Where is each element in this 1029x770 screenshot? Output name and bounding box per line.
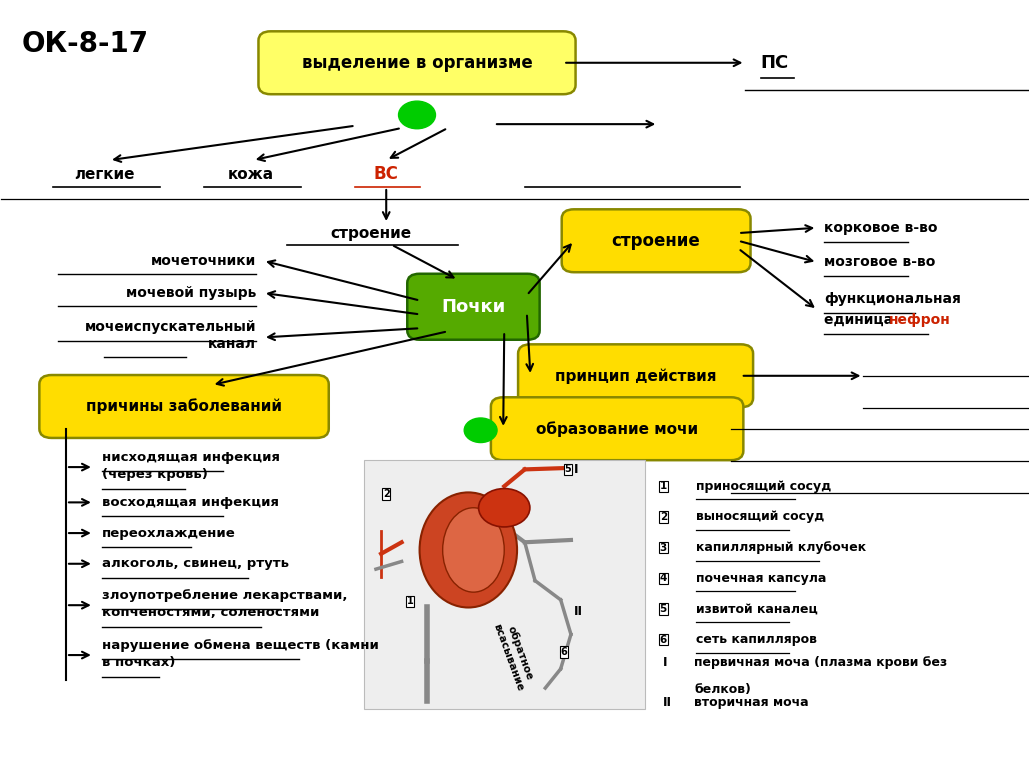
Text: 5: 5 (660, 604, 667, 614)
Text: первичная моча (плазма крови без: первичная моча (плазма крови без (695, 656, 948, 669)
Text: восходящая инфекция: восходящая инфекция (102, 496, 279, 509)
Text: выносящий сосуд: выносящий сосуд (697, 511, 824, 524)
Text: канал: канал (208, 337, 256, 351)
Text: капиллярный клубочек: капиллярный клубочек (697, 541, 866, 554)
Text: принцип действия: принцип действия (555, 368, 716, 383)
Text: приносящий сосуд: приносящий сосуд (697, 480, 831, 493)
Text: нарушение обмена веществ (камни: нарушение обмена веществ (камни (102, 638, 379, 651)
Text: 4: 4 (475, 522, 482, 532)
Text: функциональная: функциональная (824, 292, 961, 306)
Text: 4: 4 (660, 574, 667, 584)
Text: ПС: ПС (760, 54, 789, 72)
Text: почечная капсула: почечная капсула (697, 572, 826, 585)
Circle shape (464, 418, 497, 443)
FancyBboxPatch shape (562, 209, 750, 273)
Text: единица -: единица - (824, 313, 909, 326)
Text: извитой каналец: извитой каналец (697, 603, 818, 615)
Text: 3: 3 (491, 499, 497, 509)
Text: ОК-8-17: ОК-8-17 (22, 29, 149, 58)
FancyBboxPatch shape (407, 274, 539, 340)
Text: 6: 6 (660, 634, 667, 644)
Text: мочевой пузырь: мочевой пузырь (126, 286, 256, 300)
Text: II: II (574, 604, 583, 618)
Text: 2: 2 (660, 512, 667, 522)
Text: нисходящая инфекция: нисходящая инфекция (102, 450, 280, 464)
Text: копченостями, соленостями: копченостями, соленостями (102, 606, 319, 619)
Text: алкоголь, свинец, ртуть: алкоголь, свинец, ртуть (102, 557, 289, 571)
Ellipse shape (442, 507, 504, 592)
Text: выделение в организме: выделение в организме (301, 54, 532, 72)
Text: легкие: легкие (74, 166, 134, 182)
Text: 1: 1 (406, 596, 414, 606)
Text: нефрон: нефрон (889, 313, 951, 326)
Text: мочеиспускательный: мочеиспускательный (84, 320, 256, 334)
Circle shape (398, 101, 435, 129)
Text: I: I (664, 656, 668, 669)
Text: вторичная моча: вторичная моча (695, 696, 809, 708)
FancyBboxPatch shape (39, 375, 328, 438)
Text: сеть капилляров: сеть капилляров (697, 633, 817, 646)
FancyBboxPatch shape (491, 397, 743, 460)
Text: ВС: ВС (374, 165, 398, 183)
Text: строение: строение (612, 232, 701, 249)
Text: обратное
всасывание: обратное всасывание (492, 618, 537, 692)
Circle shape (478, 489, 530, 527)
Text: 5: 5 (565, 464, 571, 474)
Text: переохлаждение: переохлаждение (102, 527, 236, 540)
Text: кожа: кожа (227, 166, 274, 182)
Text: мозговое в-во: мозговое в-во (824, 255, 935, 270)
Text: I: I (574, 463, 578, 476)
Text: 1: 1 (660, 481, 667, 491)
Text: образование мочи: образование мочи (536, 421, 699, 437)
Text: 2: 2 (383, 489, 390, 499)
Text: (через кровь): (через кровь) (102, 468, 208, 481)
Text: причины заболеваний: причины заболеваний (86, 399, 282, 414)
Text: строение: строение (330, 226, 412, 240)
FancyBboxPatch shape (518, 344, 753, 407)
FancyBboxPatch shape (258, 32, 575, 94)
Text: II: II (664, 696, 672, 708)
FancyBboxPatch shape (363, 460, 645, 708)
Text: злоупотребление лекарствами,: злоупотребление лекарствами, (102, 589, 348, 601)
Text: мочеточники: мочеточники (150, 253, 256, 268)
Text: белков): белков) (695, 684, 751, 696)
Text: 3: 3 (660, 543, 667, 553)
Text: 6: 6 (561, 647, 567, 657)
Text: в почках): в почках) (102, 656, 175, 669)
Text: Почки: Почки (441, 298, 505, 316)
Text: корковое в-во: корковое в-во (824, 221, 937, 235)
Ellipse shape (420, 492, 517, 608)
